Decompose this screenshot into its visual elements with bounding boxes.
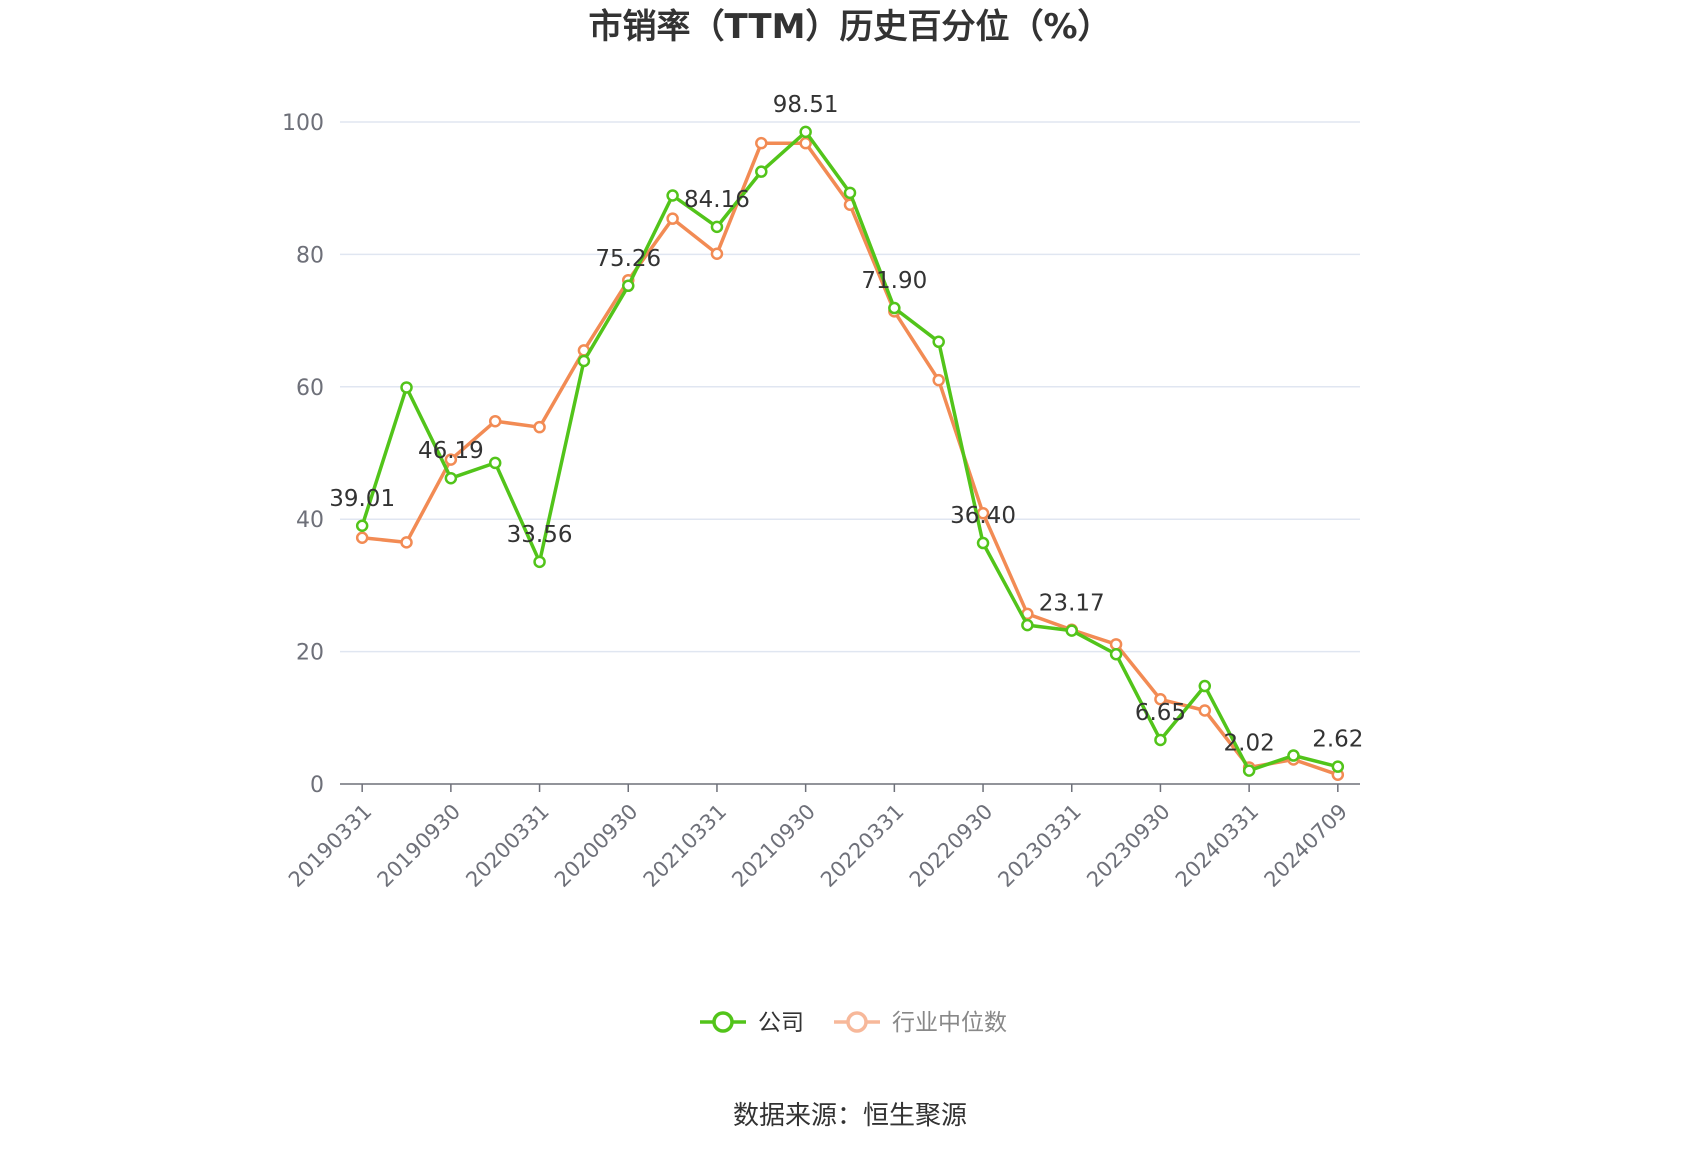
data-label: 6.65 bbox=[1135, 700, 1186, 726]
data-point[interactable] bbox=[400, 536, 413, 549]
grid-lines bbox=[340, 121, 1360, 653]
data-source: 数据来源：恒生聚源 bbox=[733, 1101, 967, 1131]
data-point[interactable] bbox=[488, 456, 502, 470]
series-line-公司 bbox=[360, 130, 1339, 773]
data-label: 2.62 bbox=[1312, 727, 1363, 753]
data-point[interactable] bbox=[888, 301, 901, 315]
data-point[interactable] bbox=[488, 414, 502, 428]
data-point[interactable] bbox=[666, 212, 679, 225]
data-point[interactable] bbox=[355, 531, 369, 544]
data-point[interactable] bbox=[1198, 679, 1212, 693]
data-label: 84.16 bbox=[684, 187, 750, 213]
data-point[interactable] bbox=[1331, 760, 1345, 773]
data-point[interactable] bbox=[1154, 733, 1167, 747]
x-tick-label: 20230930 bbox=[1082, 799, 1175, 892]
data-label: 2.02 bbox=[1224, 731, 1275, 757]
x-tick-label: 20190930 bbox=[373, 799, 466, 892]
data-point[interactable] bbox=[1198, 704, 1212, 717]
data-point[interactable] bbox=[799, 125, 812, 139]
data-label: 71.90 bbox=[861, 268, 927, 294]
data-point[interactable] bbox=[1242, 764, 1256, 777]
data-point[interactable] bbox=[799, 136, 812, 150]
data-point[interactable] bbox=[710, 220, 724, 234]
data-point[interactable] bbox=[622, 279, 635, 293]
x-tick-label: 20230331 bbox=[993, 799, 1086, 892]
chart-title: 市销率（TTM）历史百分位（%） bbox=[588, 7, 1111, 47]
data-point[interactable] bbox=[755, 165, 768, 178]
data-point[interactable] bbox=[666, 189, 679, 202]
y-tick-label: 60 bbox=[296, 376, 324, 401]
data-point[interactable] bbox=[843, 186, 857, 200]
data-point[interactable] bbox=[577, 354, 591, 368]
x-axis: 2019033120190930202003312020093020210331… bbox=[284, 783, 1360, 892]
data-point[interactable] bbox=[1109, 647, 1123, 661]
legend-label: 行业中位数 bbox=[892, 1010, 1007, 1036]
y-tick-label: 0 bbox=[310, 773, 324, 798]
data-label: 46.19 bbox=[418, 438, 484, 464]
x-tick-label: 20190331 bbox=[284, 799, 377, 892]
data-point[interactable] bbox=[400, 381, 413, 394]
data-point[interactable] bbox=[444, 453, 458, 466]
data-point[interactable] bbox=[932, 373, 945, 387]
data-point[interactable] bbox=[533, 555, 546, 569]
series-line-行业中位数 bbox=[362, 141, 1339, 777]
data-label: 75.26 bbox=[595, 246, 661, 272]
x-tick-label: 20220331 bbox=[816, 799, 909, 892]
legend-swatch-marker bbox=[846, 1011, 868, 1033]
x-tick-label: 20200331 bbox=[461, 799, 554, 892]
x-tick-label: 20240709 bbox=[1260, 799, 1353, 892]
data-point[interactable] bbox=[710, 247, 724, 260]
data-point[interactable] bbox=[533, 420, 546, 434]
x-tick-label: 20200930 bbox=[550, 799, 643, 892]
y-tick-label: 100 bbox=[282, 111, 324, 136]
legend-swatch-marker bbox=[712, 1011, 734, 1033]
y-axis: 0 20 40 60 80 100 bbox=[282, 111, 324, 798]
series-layer bbox=[355, 125, 1345, 781]
data-label: 98.51 bbox=[773, 92, 839, 118]
data-point[interactable] bbox=[976, 536, 990, 550]
data-point[interactable] bbox=[444, 471, 458, 485]
x-tick-label: 20240331 bbox=[1171, 799, 1264, 892]
x-tick-label: 20210930 bbox=[727, 799, 820, 892]
data-point[interactable] bbox=[1109, 638, 1123, 651]
y-tick-label: 20 bbox=[296, 641, 324, 666]
legend[interactable]: 公司 行业中位数 bbox=[700, 1010, 1007, 1036]
data-labels: 39.01 46.19 33.56 75.26 84.16 98.51 71.90 36.40… bbox=[329, 92, 1363, 757]
data-label: 23.17 bbox=[1039, 591, 1105, 617]
data-label: 36.40 bbox=[950, 503, 1016, 529]
data-point[interactable] bbox=[1287, 749, 1300, 762]
legend-label: 公司 bbox=[758, 1010, 804, 1036]
y-tick-label: 80 bbox=[296, 243, 324, 268]
data-point[interactable] bbox=[1021, 618, 1034, 632]
data-point[interactable] bbox=[932, 335, 945, 349]
data-point[interactable] bbox=[1154, 693, 1167, 706]
x-tick-label: 20210331 bbox=[639, 799, 732, 892]
y-tick-label: 40 bbox=[296, 508, 324, 533]
data-point[interactable] bbox=[755, 136, 768, 150]
x-tick-label: 20220930 bbox=[905, 799, 998, 892]
data-point[interactable] bbox=[355, 519, 369, 533]
legend-item-公司[interactable]: 公司 bbox=[700, 1010, 804, 1036]
legend-item-行业中位数[interactable]: 行业中位数 bbox=[834, 1010, 1007, 1036]
data-label: 39.01 bbox=[329, 486, 395, 512]
data-point[interactable] bbox=[1065, 624, 1078, 637]
data-label: 33.56 bbox=[507, 522, 573, 548]
